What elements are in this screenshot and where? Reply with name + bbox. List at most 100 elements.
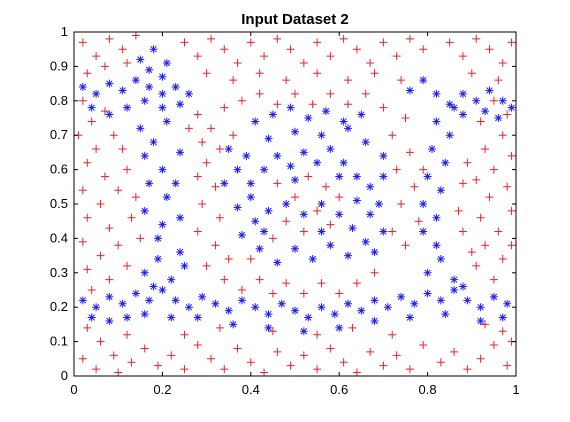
asterisk-point [145,83,154,92]
plus-point [321,182,330,191]
y-tick-label: 0.3 [50,265,68,280]
plus-point [83,323,92,332]
plus-point [313,206,322,215]
asterisk-point [423,268,432,277]
plus-point [507,151,516,160]
plus-point [326,52,335,61]
plus-point [123,58,132,67]
asterisk-point [158,286,167,294]
plus-point [96,200,105,208]
plus-point [100,62,109,71]
plus-point [286,45,295,54]
asterisk-point [171,296,180,305]
plus-point [282,76,291,85]
asterisk-point [92,303,101,312]
asterisk-point [361,138,370,147]
asterisk-point [291,175,299,184]
plus-point [220,365,229,374]
plus-point [167,351,176,360]
asterisk-point [78,296,87,305]
data-marks [74,31,516,377]
plus-point [397,200,406,208]
plus-point [131,193,140,202]
plus-point [419,45,428,54]
plus-point [476,354,485,363]
plus-point [114,186,123,195]
asterisk-point [286,162,295,171]
asterisk-point [326,241,335,250]
asterisk-point [198,292,207,301]
asterisk-point [357,110,366,119]
plus-point [476,213,485,222]
plus-point [498,131,507,140]
asterisk-point [317,303,326,312]
plus-point [366,58,375,67]
plus-point [317,279,326,288]
plus-point [83,158,92,167]
plus-point [344,100,353,109]
plus-point [388,227,397,236]
asterisk-series [78,45,516,336]
x-tick-label: 0.2 [153,382,171,397]
asterisk-point [423,289,432,298]
plus-point [109,131,118,140]
asterisk-point [87,313,96,322]
asterisk-point [123,103,132,112]
plus-point [489,165,498,174]
plus-point [313,330,322,339]
asterisk-point [304,313,313,322]
plus-point [339,34,348,43]
plus-point [105,34,114,43]
asterisk-point [352,196,361,205]
plus-point [436,358,445,367]
plus-point [485,45,494,54]
plot-area [74,32,516,376]
asterisk-point [145,65,154,74]
plus-point [379,103,388,112]
asterisk-point [450,103,459,112]
plus-point [114,241,123,250]
asterisk-point [481,107,490,116]
plus-point [335,289,344,298]
asterisk-point [383,303,392,312]
plus-point [211,182,220,191]
plus-point [273,179,282,188]
asterisk-point [246,179,255,188]
plus-point [246,255,255,264]
asterisk-point [158,220,167,229]
plus-point [273,34,282,43]
plus-point [202,261,211,270]
plus-point [299,289,308,298]
y-tick-label: 1 [61,24,68,39]
chart-title: Input Dataset 2 [241,11,349,28]
plus-point [498,58,507,67]
plus-point [410,182,419,191]
asterisk-point [158,89,167,98]
asterisk-point [105,79,114,88]
asterisk-point [419,227,428,236]
asterisk-point [251,303,260,312]
plus-point [198,138,207,147]
plus-point [233,58,242,67]
x-tick-label: 0 [70,382,77,397]
plus-point [503,361,512,370]
plus-point [366,347,375,356]
asterisk-point [260,165,269,174]
asterisk-point [357,306,366,315]
plus-point [202,69,211,78]
plus-point [123,261,132,270]
asterisk-point [145,296,154,305]
plus-point [313,69,322,78]
plus-point [489,275,498,284]
plus-point [489,96,498,105]
plus-point [291,193,299,202]
plus-point [458,52,467,61]
plus-point [220,275,229,284]
y-axis: 0 0.1 0.2 0.3 0.4 0.5 0.6 0.7 0.8 0.9 1 [50,24,516,383]
plus-point [193,227,202,236]
plus-point [100,107,109,116]
plus-point [237,96,246,105]
asterisk-point [149,45,158,54]
asterisk-point [87,103,96,112]
